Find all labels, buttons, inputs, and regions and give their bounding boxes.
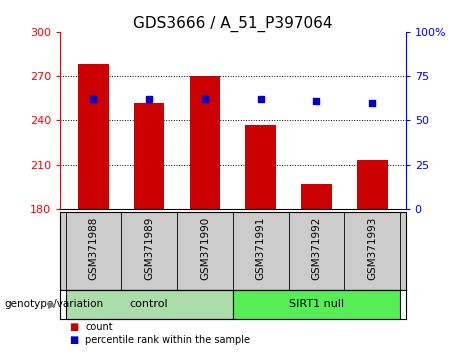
Bar bbox=[78, 64, 109, 209]
Bar bbox=[65, 290, 233, 319]
Bar bbox=[189, 76, 220, 209]
Text: GSM371993: GSM371993 bbox=[367, 216, 377, 280]
Bar bbox=[357, 160, 388, 209]
Text: genotype/variation: genotype/variation bbox=[5, 299, 104, 309]
Title: GDS3666 / A_51_P397064: GDS3666 / A_51_P397064 bbox=[133, 16, 332, 32]
Bar bbox=[233, 290, 400, 319]
Text: GSM371991: GSM371991 bbox=[256, 216, 266, 280]
Text: GSM371990: GSM371990 bbox=[200, 216, 210, 280]
Text: GSM371988: GSM371988 bbox=[89, 216, 98, 280]
Bar bbox=[301, 184, 332, 209]
Text: ▶: ▶ bbox=[48, 299, 55, 309]
Point bbox=[313, 98, 320, 104]
Bar bbox=[245, 125, 276, 209]
Point bbox=[201, 96, 209, 102]
Text: GSM371989: GSM371989 bbox=[144, 216, 154, 280]
Text: GSM371992: GSM371992 bbox=[312, 216, 321, 280]
Text: control: control bbox=[130, 299, 168, 309]
Point bbox=[146, 96, 153, 102]
Point bbox=[368, 100, 376, 105]
Text: count: count bbox=[85, 322, 113, 332]
Point bbox=[257, 96, 264, 102]
Bar bbox=[134, 103, 165, 209]
Text: SIRT1 null: SIRT1 null bbox=[289, 299, 344, 309]
Text: percentile rank within the sample: percentile rank within the sample bbox=[85, 335, 250, 345]
Text: ■: ■ bbox=[69, 322, 78, 332]
Point bbox=[90, 96, 97, 102]
Text: ■: ■ bbox=[69, 335, 78, 345]
